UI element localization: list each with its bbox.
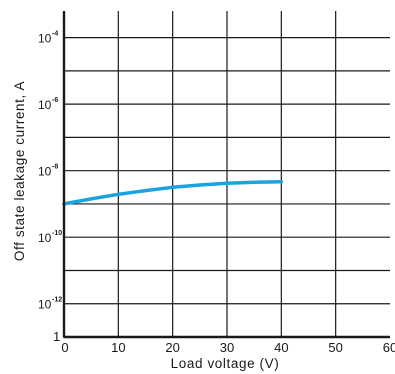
y-tick-base: 10	[38, 165, 52, 179]
x-tick-label: 40	[274, 340, 288, 355]
y-tick-exponent: -10	[52, 230, 62, 237]
y-origin-label: 1	[53, 329, 60, 344]
x-tick-label: 0	[61, 340, 68, 355]
y-tick-exponent: -8	[52, 164, 58, 171]
y-tick-base: 10	[38, 32, 52, 46]
y-tick-exponent: -12	[52, 297, 62, 304]
x-tick-label: 60	[383, 340, 395, 355]
x-tick-label: 30	[220, 340, 234, 355]
y-tick-base: 10	[38, 231, 52, 245]
x-tick-label: 50	[328, 340, 342, 355]
grid	[64, 11, 390, 337]
x-tick-labels: 0 10 20 30 40 50 60	[61, 340, 395, 355]
y-tick-label: 10 -6	[38, 97, 58, 112]
y-tick-exponent: -4	[52, 31, 58, 38]
y-tick-exponent: -6	[52, 97, 58, 104]
y-tick-label: 10 -4	[38, 31, 58, 46]
y-tick-label: 10 -8	[38, 164, 58, 179]
y-tick-base: 10	[38, 298, 52, 312]
y-axis-label: Off state leakage current, A	[12, 81, 27, 261]
y-tick-label: 10 -12	[38, 297, 62, 312]
y-tick-label: 10 -10	[38, 230, 62, 245]
x-tick-label: 10	[111, 340, 125, 355]
x-tick-label: 20	[165, 340, 179, 355]
x-axis-label: Load voltage (V)	[171, 356, 280, 371]
y-tick-base: 10	[38, 98, 52, 112]
